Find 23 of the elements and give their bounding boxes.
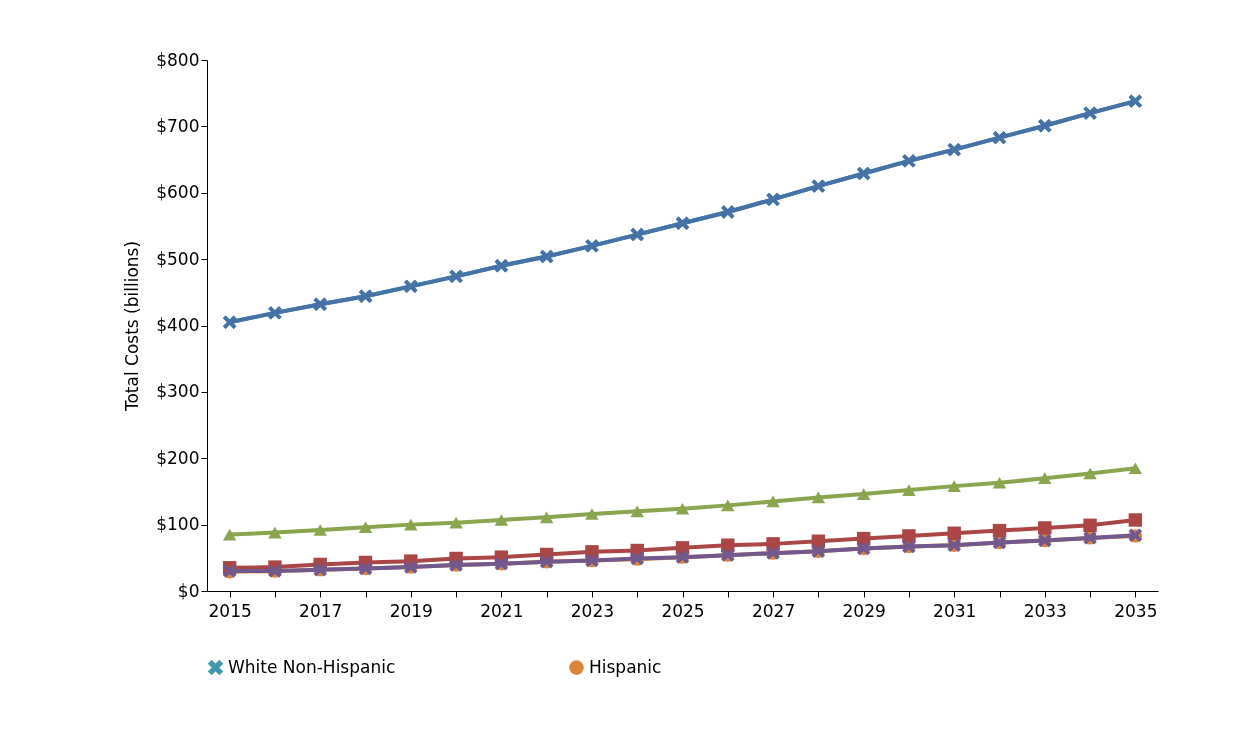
x-tick-label: 2035	[1114, 600, 1158, 621]
x-tick-label: 2023	[570, 600, 615, 621]
x-tick-label: 2019	[389, 600, 433, 621]
y-tick-label: $800	[156, 49, 200, 70]
y-tick-label: $0	[177, 580, 200, 601]
x-tick-label: 2029	[842, 600, 886, 621]
y-tick-label: $200	[156, 447, 200, 468]
y-tick-label: $700	[156, 115, 200, 136]
y-tick-label: $600	[156, 182, 200, 203]
y-tick-label: $300	[156, 381, 200, 402]
y-axis-title: Total Costs (billions)	[122, 240, 143, 413]
x-tick-label: 2021	[480, 600, 524, 621]
y-tick-label: $100	[156, 514, 200, 535]
y-tick-label: $400	[156, 315, 200, 335]
legend-label: White Non-Hispanic	[228, 656, 396, 677]
x-tick-label: 2031	[933, 600, 977, 621]
x-tick-label: 2025	[661, 600, 705, 621]
x-tick-label: 2017	[299, 600, 343, 621]
y-tick-label: $500	[156, 248, 200, 269]
legend-label: Hispanic	[589, 656, 662, 677]
x-tick-label: 2033	[1023, 600, 1067, 621]
x-tick-label: 2015	[208, 600, 252, 621]
x-tick-label: 2027	[751, 600, 796, 621]
